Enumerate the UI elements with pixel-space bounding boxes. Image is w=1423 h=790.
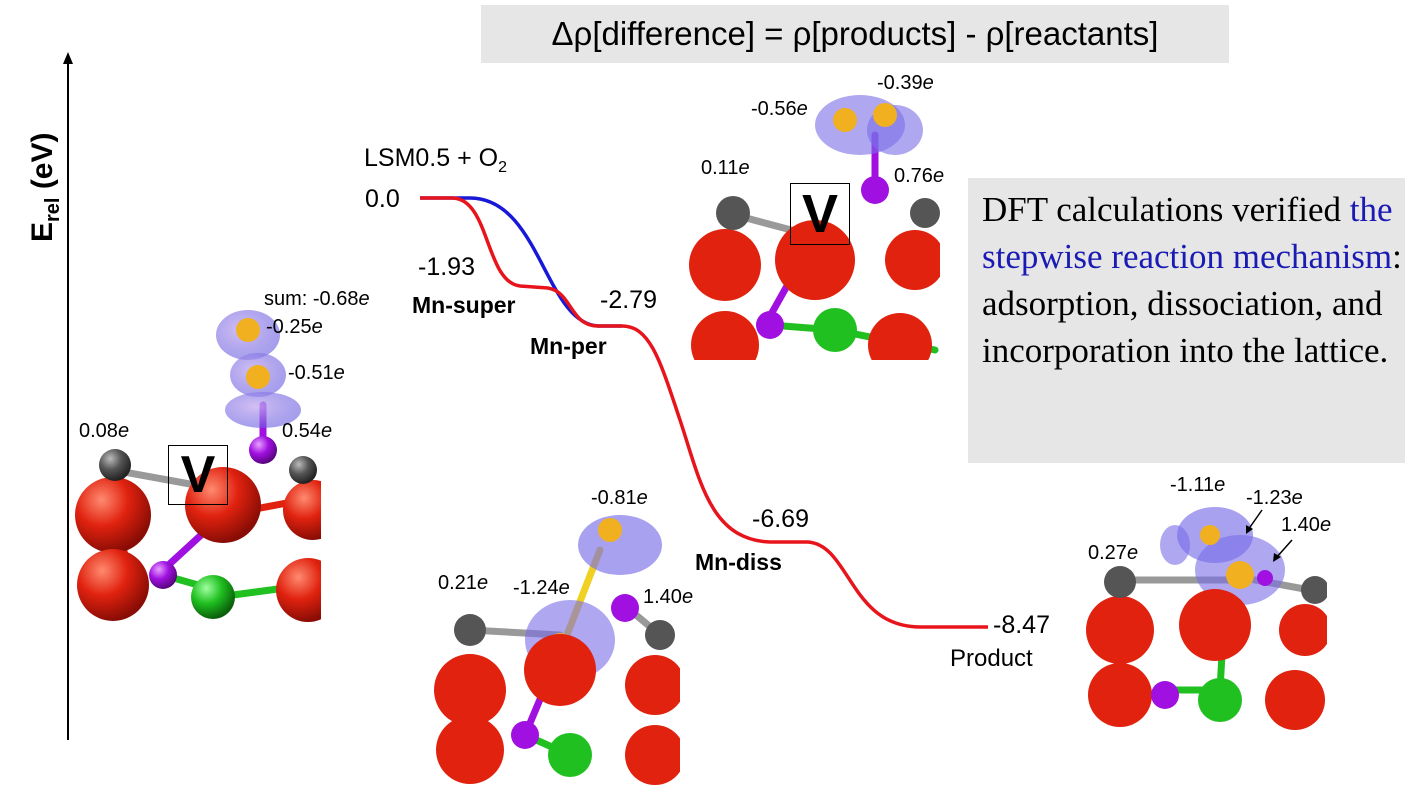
y-axis bbox=[63, 52, 73, 740]
charge-left-diss: 0.21e bbox=[438, 572, 489, 594]
description-post: : adsorption, dissociation, and incorpor… bbox=[982, 237, 1402, 370]
charge-o1-per: -0.56e bbox=[751, 98, 808, 120]
charge-left-super: 0.08e bbox=[79, 420, 130, 442]
structure-image-super bbox=[75, 310, 321, 622]
charge-o1-diss: -0.81e bbox=[591, 487, 648, 509]
charge-o1-super: -0.25e bbox=[266, 316, 323, 338]
charge-mn-super: 0.54e bbox=[282, 420, 333, 442]
structure-panel-diss bbox=[430, 500, 680, 785]
level-name-per: Mn-per bbox=[530, 333, 607, 359]
charge-sum-super: sum: -0.68e bbox=[264, 288, 370, 310]
description-box: DFT calculations verified the stepwise r… bbox=[968, 178, 1405, 463]
charge-left-product: 0.27e bbox=[1088, 542, 1139, 564]
start-label: LSM0.5 + O2 bbox=[364, 144, 508, 176]
charge-o2-super: -0.51e bbox=[288, 362, 345, 384]
level-value-diss: -6.69 bbox=[752, 505, 809, 533]
structure-panel-per: V bbox=[685, 95, 940, 360]
level-name-super: Mn-super bbox=[412, 292, 516, 318]
y-axis-arrow-icon bbox=[63, 52, 73, 64]
charge-pointer-arrows bbox=[1246, 509, 1293, 562]
description-pre: DFT calculations verified bbox=[982, 190, 1350, 229]
charge-o2-product: -1.23e bbox=[1246, 487, 1303, 509]
structure-image-per bbox=[689, 95, 940, 360]
structure-image-product bbox=[1086, 507, 1327, 730]
charge-left-per: 0.11e bbox=[701, 157, 750, 179]
charge-o2-diss: -1.24e bbox=[513, 577, 570, 599]
level-name-diss: Mn-diss bbox=[695, 549, 782, 575]
charge-mn-product: 1.40e bbox=[1281, 514, 1332, 536]
level-value-start: 0.0 bbox=[365, 185, 400, 213]
charge-o1-product: -1.11e bbox=[1170, 474, 1226, 496]
structure-panel-product bbox=[1080, 490, 1327, 735]
description-highlight: the stepwise reaction mechanism bbox=[982, 190, 1393, 276]
vacancy-marker-super: V bbox=[168, 445, 228, 505]
charge-o2-per: -0.39e bbox=[877, 72, 934, 94]
charge-mn-diss: 1.40e bbox=[643, 586, 694, 608]
charge-mn-per: 0.76e bbox=[894, 165, 945, 187]
red-pathway-line bbox=[420, 196, 988, 629]
equation-text: Δρ[difference] = ρ[products] - ρ[reactan… bbox=[551, 15, 1159, 52]
level-name-product: Product bbox=[950, 645, 1033, 672]
structure-panel-super: V bbox=[73, 285, 321, 625]
level-value-per: -2.79 bbox=[600, 286, 657, 314]
vacancy-marker-per: V bbox=[790, 183, 850, 245]
level-value-super: -1.93 bbox=[418, 253, 475, 281]
level-value-product: -8.47 bbox=[993, 611, 1050, 639]
structure-image-diss bbox=[434, 515, 680, 785]
equation-banner: Δρ[difference] = ρ[products] - ρ[reactan… bbox=[481, 5, 1229, 63]
